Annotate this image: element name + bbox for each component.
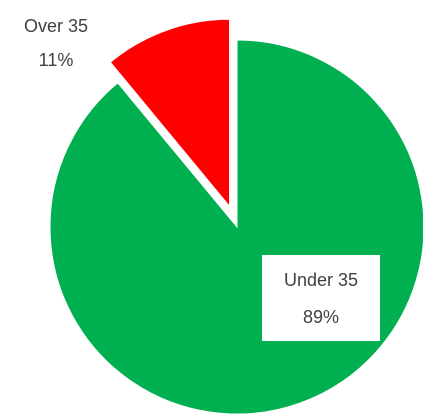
pie-slice-under-35 [49,39,423,415]
slice-label-over-35: Over 35 [24,16,88,36]
pie-slices [49,18,423,415]
slice-label-box-under-35 [262,255,380,341]
slice-label-under-35: Under 35 [284,270,358,290]
pie-slice-over-35 [109,18,231,208]
slice-value-under-35: 89% [303,307,339,327]
slice-value-over-35: 11% [39,50,74,70]
